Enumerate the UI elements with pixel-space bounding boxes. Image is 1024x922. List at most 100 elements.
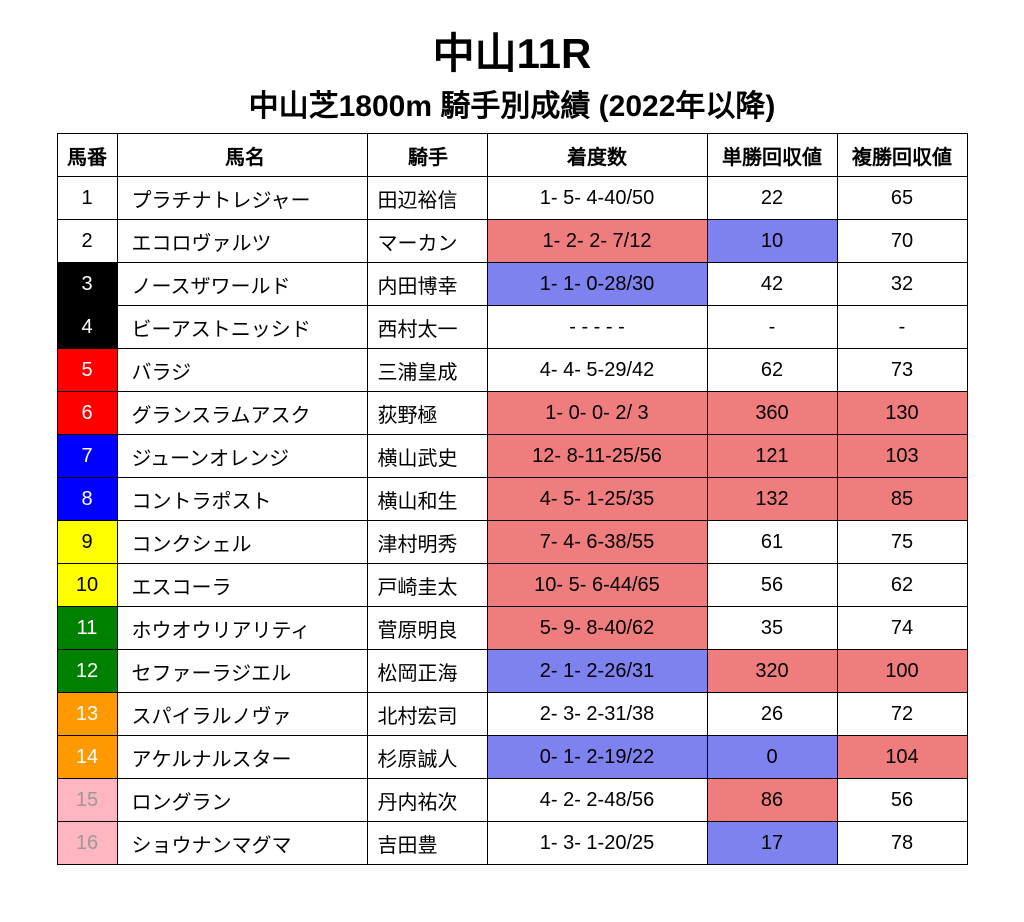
cell-place: 103 (837, 435, 967, 478)
cell-name: ジューンオレンジ (117, 435, 367, 478)
cell-num: 11 (57, 607, 117, 650)
cell-name: ホウオウリアリティ (117, 607, 367, 650)
cell-name: ノースザワールド (117, 263, 367, 306)
table-row: 8コントラポスト横山和生4- 5- 1-25/3513285 (57, 478, 967, 521)
cell-jockey: マーカン (367, 220, 487, 263)
cell-record: 4- 5- 1-25/35 (487, 478, 707, 521)
cell-jockey: 菅原明良 (367, 607, 487, 650)
cell-jockey: 杉原誠人 (367, 736, 487, 779)
cell-win: 61 (707, 521, 837, 564)
cell-jockey: 松岡正海 (367, 650, 487, 693)
table-row: 9コンクシェル津村明秀7- 4- 6-38/556175 (57, 521, 967, 564)
cell-jockey: 丹内祐次 (367, 779, 487, 822)
header-row: 馬番 馬名 騎手 着度数 単勝回収値 複勝回収値 (57, 134, 967, 177)
col-header-num: 馬番 (57, 134, 117, 177)
cell-win: - (707, 306, 837, 349)
cell-place: 78 (837, 822, 967, 865)
cell-place: 32 (837, 263, 967, 306)
cell-num: 1 (57, 177, 117, 220)
cell-name: エスコーラ (117, 564, 367, 607)
cell-record: 1- 3- 1-20/25 (487, 822, 707, 865)
cell-jockey: 戸崎圭太 (367, 564, 487, 607)
col-header-win: 単勝回収値 (707, 134, 837, 177)
table-row: 11ホウオウリアリティ菅原明良5- 9- 8-40/623574 (57, 607, 967, 650)
table-row: 16ショウナンマグマ吉田豊1- 3- 1-20/251778 (57, 822, 967, 865)
table-row: 7ジューンオレンジ横山武史12- 8-11-25/56121103 (57, 435, 967, 478)
col-header-place: 複勝回収値 (837, 134, 967, 177)
cell-num: 10 (57, 564, 117, 607)
cell-win: 360 (707, 392, 837, 435)
cell-jockey: 北村宏司 (367, 693, 487, 736)
col-header-jockey: 騎手 (367, 134, 487, 177)
cell-place: 85 (837, 478, 967, 521)
cell-num: 14 (57, 736, 117, 779)
cell-win: 10 (707, 220, 837, 263)
cell-record: 1- 0- 0- 2/ 3 (487, 392, 707, 435)
cell-record: - - - - - (487, 306, 707, 349)
cell-place: 130 (837, 392, 967, 435)
cell-num: 9 (57, 521, 117, 564)
cell-win: 62 (707, 349, 837, 392)
cell-jockey: 西村太一 (367, 306, 487, 349)
table-row: 6グランスラムアスク荻野極1- 0- 0- 2/ 3360130 (57, 392, 967, 435)
cell-jockey: 吉田豊 (367, 822, 487, 865)
table-row: 14アケルナルスター杉原誠人0- 1- 2-19/220104 (57, 736, 967, 779)
cell-name: ロングラン (117, 779, 367, 822)
cell-place: 56 (837, 779, 967, 822)
cell-num: 12 (57, 650, 117, 693)
cell-place: 75 (837, 521, 967, 564)
cell-name: エコロヴァルツ (117, 220, 367, 263)
cell-num: 3 (57, 263, 117, 306)
cell-record: 12- 8-11-25/56 (487, 435, 707, 478)
cell-win: 121 (707, 435, 837, 478)
cell-record: 2- 3- 2-31/38 (487, 693, 707, 736)
cell-name: ビーアストニッシド (117, 306, 367, 349)
cell-win: 0 (707, 736, 837, 779)
cell-place: - (837, 306, 967, 349)
cell-jockey: 田辺裕信 (367, 177, 487, 220)
cell-place: 70 (837, 220, 967, 263)
cell-num: 16 (57, 822, 117, 865)
cell-record: 1- 1- 0-28/30 (487, 263, 707, 306)
cell-win: 26 (707, 693, 837, 736)
title-main: 中山11R (433, 20, 592, 81)
cell-place: 65 (837, 177, 967, 220)
cell-num: 6 (57, 392, 117, 435)
table-row: 15ロングラン丹内祐次4- 2- 2-48/568656 (57, 779, 967, 822)
cell-record: 2- 1- 2-26/31 (487, 650, 707, 693)
cell-win: 35 (707, 607, 837, 650)
cell-record: 0- 1- 2-19/22 (487, 736, 707, 779)
table-row: 4ビーアストニッシド西村太一- - - - --- (57, 306, 967, 349)
cell-record: 4- 2- 2-48/56 (487, 779, 707, 822)
cell-jockey: 津村明秀 (367, 521, 487, 564)
cell-win: 86 (707, 779, 837, 822)
cell-num: 8 (57, 478, 117, 521)
cell-num: 15 (57, 779, 117, 822)
cell-place: 72 (837, 693, 967, 736)
cell-jockey: 三浦皇成 (367, 349, 487, 392)
cell-num: 4 (57, 306, 117, 349)
table-row: 2エコロヴァルツマーカン1- 2- 2- 7/121070 (57, 220, 967, 263)
col-header-record: 着度数 (487, 134, 707, 177)
cell-place: 73 (837, 349, 967, 392)
table-row: 13スパイラルノヴァ北村宏司2- 3- 2-31/382672 (57, 693, 967, 736)
cell-num: 2 (57, 220, 117, 263)
cell-record: 1- 5- 4-40/50 (487, 177, 707, 220)
cell-name: プラチナトレジャー (117, 177, 367, 220)
table-row: 12セファーラジエル松岡正海2- 1- 2-26/31320100 (57, 650, 967, 693)
cell-jockey: 横山武史 (367, 435, 487, 478)
cell-name: セファーラジエル (117, 650, 367, 693)
results-table: 馬番 馬名 騎手 着度数 単勝回収値 複勝回収値 1プラチナトレジャー田辺裕信1… (57, 133, 968, 865)
cell-record: 5- 9- 8-40/62 (487, 607, 707, 650)
title-sub: 中山芝1800m 騎手別成績 (2022年以降) (249, 81, 776, 125)
cell-record: 1- 2- 2- 7/12 (487, 220, 707, 263)
cell-jockey: 内田博幸 (367, 263, 487, 306)
cell-record: 4- 4- 5-29/42 (487, 349, 707, 392)
table-row: 3ノースザワールド内田博幸1- 1- 0-28/304232 (57, 263, 967, 306)
cell-num: 5 (57, 349, 117, 392)
cell-win: 17 (707, 822, 837, 865)
cell-num: 7 (57, 435, 117, 478)
cell-name: ショウナンマグマ (117, 822, 367, 865)
cell-name: スパイラルノヴァ (117, 693, 367, 736)
cell-win: 22 (707, 177, 837, 220)
